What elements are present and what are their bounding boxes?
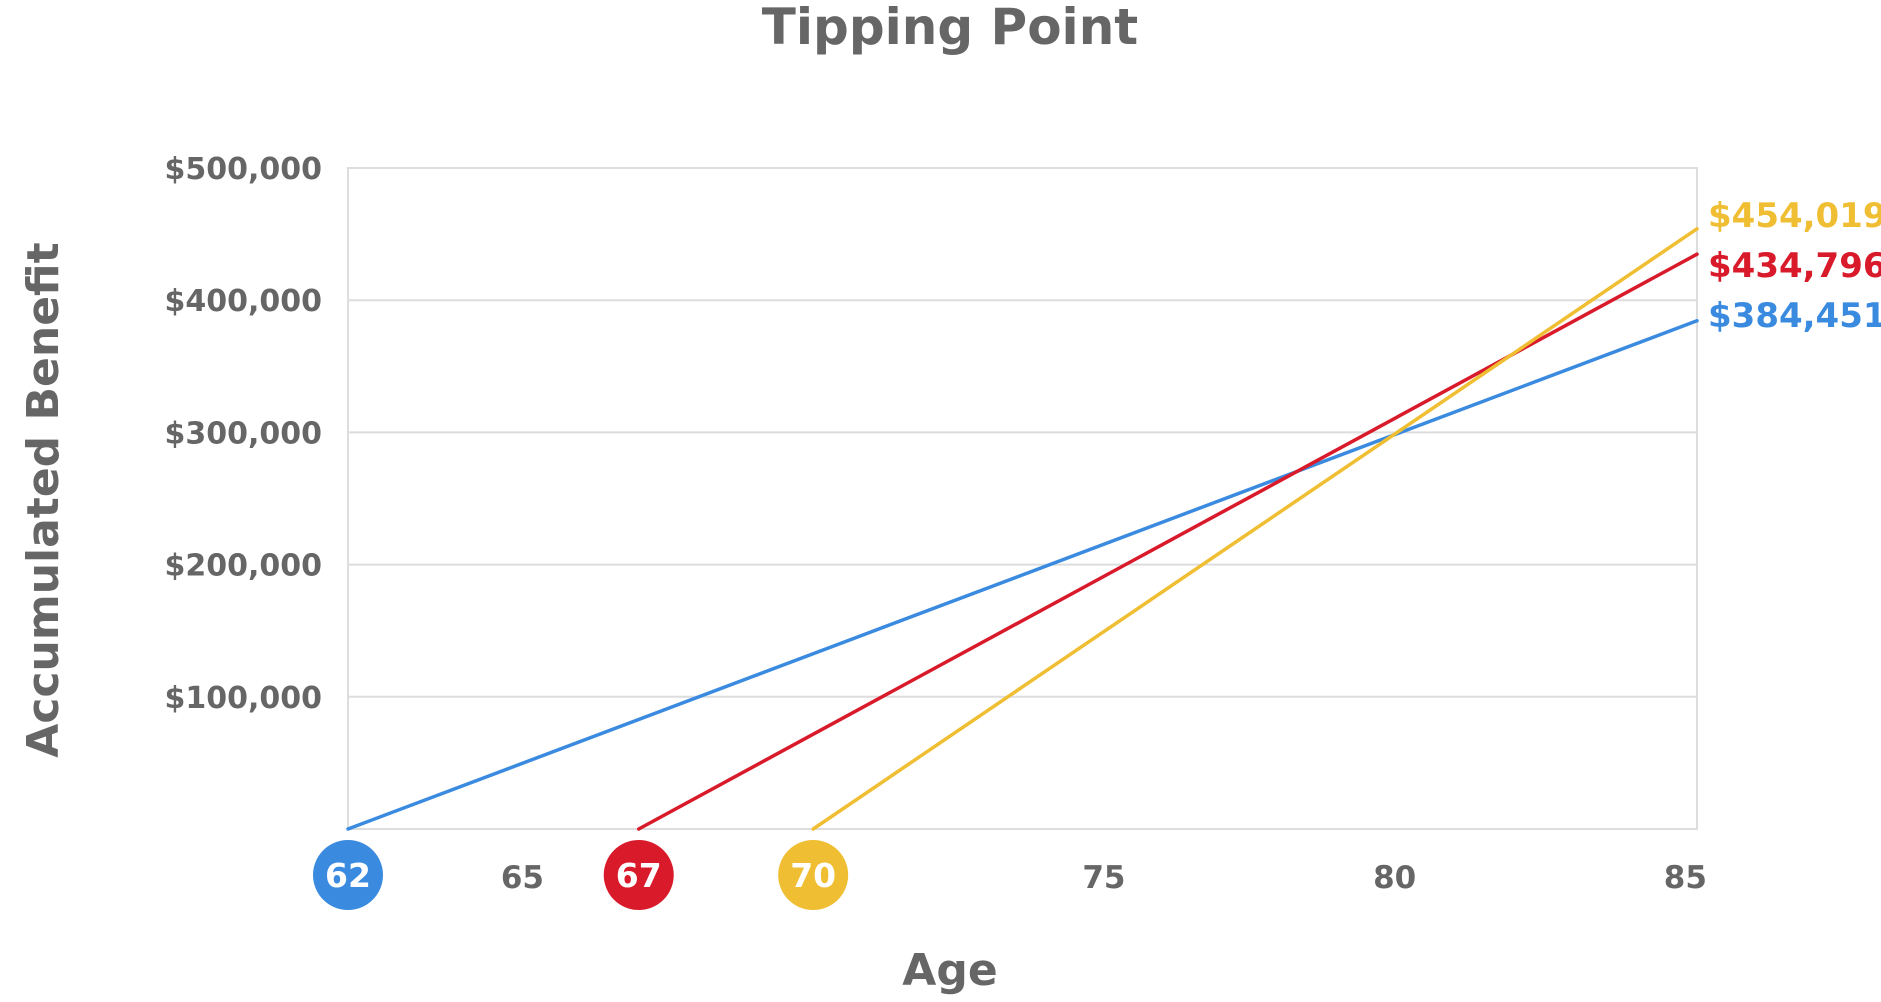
y-tick-label: $500,000: [164, 152, 322, 187]
y-tick-label: $400,000: [164, 284, 322, 319]
x-tick-label: 65: [501, 860, 544, 896]
y-axis-title: Accumulated Benefit: [18, 242, 69, 757]
start-age-badge-circle: [603, 840, 674, 910]
start-age-badges: 62 67 70: [313, 840, 849, 910]
series-line-62: [346, 319, 1699, 831]
start-age-badge-circle: [778, 840, 849, 910]
start-age-badge-67: 67: [603, 840, 674, 910]
start-age-badge-label: 62: [325, 856, 371, 895]
chart-title: Tipping Point: [762, 0, 1138, 56]
x-tick-label: 85: [1664, 860, 1707, 896]
start-age-badge-70: 70: [778, 840, 849, 910]
x-tick-label: 80: [1373, 860, 1416, 896]
y-axis-ticks: $500,000 $400,000 $300,000 $200,000 $100,000: [164, 152, 322, 716]
start-age-badge-circle: [313, 840, 383, 910]
y-tick-label: $100,000: [164, 681, 322, 716]
grid-layer: [348, 167, 1697, 698]
end-value-labels: $454,019 $434,796 $384,451: [1708, 196, 1881, 336]
y-tick-label: $200,000: [164, 549, 322, 584]
plot-area-border: [347, 167, 1698, 830]
start-age-badge-62: 62: [313, 840, 383, 910]
series-line-70: [811, 227, 1699, 831]
x-axis-ticks: 65 75 80 85: [501, 860, 1707, 896]
end-value-label-70: $454,019: [1708, 196, 1881, 236]
x-tick-label: 75: [1082, 860, 1125, 896]
series-line-67: [636, 252, 1699, 831]
y-tick-label: $300,000: [164, 416, 322, 451]
series-layer: [346, 227, 1699, 831]
x-axis-title: Age: [902, 945, 997, 996]
end-value-label-67: $434,796: [1708, 246, 1881, 286]
start-age-badge-label: 70: [790, 856, 836, 895]
end-value-label-62: $384,451: [1708, 296, 1881, 336]
start-age-badge-label: 67: [616, 856, 662, 895]
